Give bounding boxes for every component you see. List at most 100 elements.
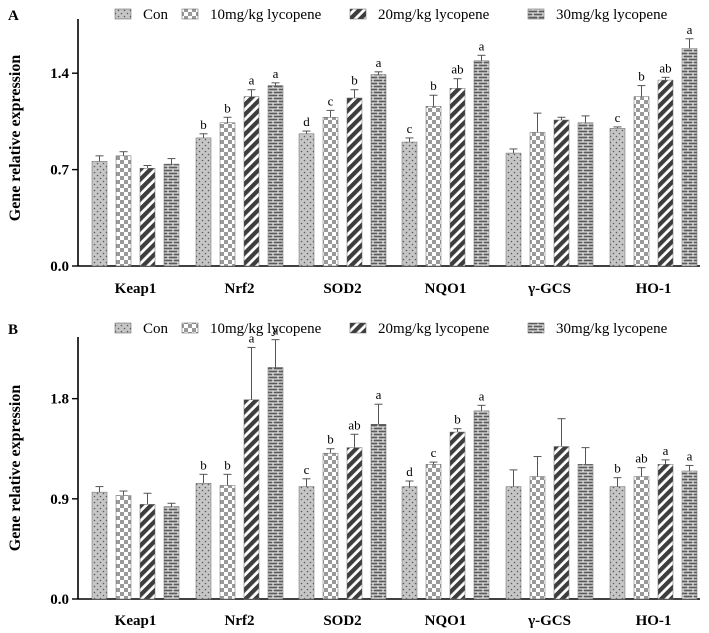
bar: [529, 476, 546, 600]
bar: [681, 470, 698, 600]
category-label: NQO1: [425, 613, 467, 629]
bar: [370, 74, 387, 267]
significance-letter: ab: [659, 60, 671, 75]
significance-letter: b: [200, 457, 207, 472]
significance-letter: ab: [635, 451, 647, 466]
bar: [449, 431, 466, 600]
bar: [657, 79, 674, 267]
significance-letter: b: [224, 457, 231, 472]
y-tick-label: 0.9: [50, 492, 69, 508]
bar: [115, 155, 132, 267]
significance-letter: c: [407, 121, 413, 136]
bar: [298, 486, 315, 600]
legend-swatch: [349, 8, 367, 20]
significance-letter: b: [454, 412, 461, 427]
y-axis-label: Gene relative expression: [7, 385, 24, 552]
legend-label: 10mg/kg lycopene: [210, 7, 322, 23]
bar: [609, 486, 626, 600]
legend-swatch: [114, 322, 132, 334]
bar: [346, 97, 363, 267]
y-tick-label: 0.0: [50, 592, 69, 608]
bar: [346, 447, 363, 600]
significance-letter: d: [303, 114, 310, 129]
y-axis-label: Gene relative expression: [7, 55, 24, 222]
significance-letter: c: [304, 462, 310, 477]
significance-letter: a: [249, 73, 255, 88]
bar: [681, 48, 698, 267]
legend-label: Con: [143, 321, 169, 337]
bar: [267, 85, 284, 267]
significance-letter: b: [638, 69, 645, 84]
significance-letter: a: [479, 38, 485, 53]
bar: [633, 96, 650, 267]
bar: [219, 485, 236, 600]
significance-letter: a: [687, 448, 693, 463]
legend-label: 10mg/kg lycopene: [210, 321, 322, 337]
bar: [322, 117, 339, 267]
category-label: HO-1: [636, 613, 672, 629]
legend-label: Con: [143, 7, 169, 23]
y-tick-label: 1.8: [50, 392, 69, 408]
bar: [553, 446, 570, 600]
significance-letter: ab: [348, 417, 360, 432]
panel-a-chart: A Con 10mg/kg lycopene 20mg/kg lycopene 30mg…: [7, 7, 700, 297]
significance-letter: b: [351, 73, 358, 88]
category-label: Keap1: [115, 281, 157, 297]
legend-label: 30mg/kg lycopene: [556, 7, 668, 23]
category-label: HO-1: [636, 281, 672, 297]
significance-letter: a: [687, 22, 693, 37]
significance-letter: ab: [451, 62, 463, 77]
bar: [91, 491, 108, 600]
bar: [473, 60, 490, 267]
bar: [505, 152, 522, 267]
significance-letter: a: [376, 55, 382, 70]
bar: [449, 88, 466, 267]
bar: [529, 132, 546, 267]
bar: [163, 163, 180, 267]
bar: [609, 128, 626, 267]
category-label: SOD2: [323, 613, 361, 629]
significance-letter: b: [200, 117, 207, 132]
significance-letter: b: [327, 432, 334, 447]
legend-label: 20mg/kg lycopene: [378, 7, 490, 23]
bar: [115, 495, 132, 600]
bar: [553, 119, 570, 267]
bar: [577, 464, 594, 600]
legend-swatch: [527, 322, 545, 334]
y-tick-label: 0.7: [50, 163, 69, 179]
panel-b-chart: B Con 10mg/kg lycopene 20mg/kg lycopene 30mg…: [7, 321, 700, 629]
significance-letter: b: [224, 100, 231, 115]
bar: [425, 464, 442, 600]
bar: [139, 504, 156, 600]
bar: [298, 133, 315, 267]
category-label: SOD2: [323, 281, 361, 297]
significance-letter: a: [479, 388, 485, 403]
bar: [425, 106, 442, 267]
category-label: Nrf2: [225, 613, 255, 629]
legend-label: 30mg/kg lycopene: [556, 321, 668, 337]
panel-label: B: [8, 322, 18, 338]
bar: [195, 482, 212, 600]
significance-letter: a: [663, 443, 669, 458]
bar: [139, 167, 156, 267]
bar: [267, 367, 284, 600]
significance-letter: c: [615, 110, 621, 125]
bar: [322, 452, 339, 600]
category-label: Nrf2: [225, 281, 255, 297]
significance-letter: c: [431, 445, 437, 460]
significance-letter: b: [614, 461, 621, 476]
significance-letter: c: [328, 93, 334, 108]
legend-swatch: [114, 8, 132, 20]
category-label: Keap1: [115, 613, 157, 629]
bar: [401, 486, 418, 600]
bar: [370, 424, 387, 600]
y-tick-label: 1.4: [50, 66, 69, 82]
significance-letter: d: [406, 464, 413, 479]
bar: [633, 476, 650, 600]
significance-letter: a: [376, 387, 382, 402]
legend-swatch: [181, 8, 199, 20]
bar: [243, 399, 260, 600]
bar: [163, 506, 180, 600]
category-label: NQO1: [425, 281, 467, 297]
